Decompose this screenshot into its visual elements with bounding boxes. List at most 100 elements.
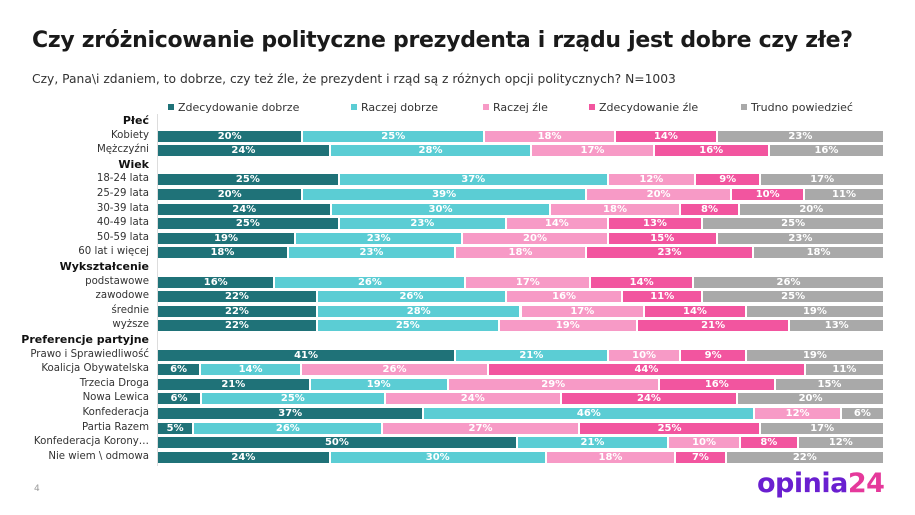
bar-segment: 6% — [158, 364, 200, 376]
data-label: 18% — [603, 203, 627, 215]
bar-segment: 21% — [456, 349, 607, 361]
category-label: 25-29 lata — [96, 188, 149, 199]
data-label: 10% — [692, 437, 716, 449]
bar-segment: 25% — [158, 218, 338, 230]
category-label: Trzecia Droga — [79, 377, 149, 389]
bar-segment: 17% — [466, 276, 590, 288]
data-label: 24% — [460, 393, 485, 405]
chart-subtitle: Czy, Pana\i zdaniem, to dobrze, czy też … — [32, 72, 676, 86]
data-label: 20% — [523, 232, 547, 244]
bar-segment: 18% — [456, 247, 585, 259]
data-label: 19% — [214, 232, 239, 244]
group-header: Wiek — [118, 157, 149, 171]
data-label: 14% — [544, 218, 569, 230]
bar-segment: 23% — [288, 247, 455, 259]
legend-swatch — [351, 104, 357, 110]
bar-segment: 24% — [158, 203, 331, 215]
bar-segment: 18% — [158, 247, 287, 259]
bar-segment: 16% — [769, 145, 883, 157]
category-label: 18-24 lata — [96, 173, 149, 185]
category-label: średnie — [111, 304, 149, 316]
bar-segment: 28% — [317, 305, 520, 317]
data-label: 22% — [225, 305, 249, 317]
bar-segment: 7% — [676, 451, 725, 463]
data-label: 26% — [357, 276, 382, 288]
bar-segment: 15% — [608, 232, 716, 244]
bar-segment: 14% — [591, 276, 693, 288]
bar-segment: 37% — [158, 408, 423, 419]
bar-segment: 18% — [754, 247, 883, 259]
data-label: 16% — [704, 378, 729, 390]
bar-segment: 27% — [383, 422, 578, 434]
data-label: 6% — [853, 408, 871, 419]
data-label: 10% — [632, 349, 657, 361]
data-label: 19% — [802, 349, 827, 361]
category-label: Konfederacja Korony… — [33, 436, 149, 448]
bar-segment: 14% — [616, 130, 716, 142]
data-label: 18% — [537, 130, 562, 142]
bar-segment: 44% — [489, 364, 804, 376]
data-label: 17% — [570, 305, 595, 317]
data-label: 23% — [657, 247, 682, 259]
bar-segment: 18% — [546, 451, 675, 463]
bar-segment: 25% — [703, 291, 883, 303]
bar-segment: 20% — [463, 232, 607, 244]
bar-segment: 16% — [158, 276, 274, 288]
data-label: 12% — [785, 408, 810, 419]
data-label: 41% — [294, 349, 318, 361]
data-label: 26% — [399, 291, 424, 303]
bar-segment: 11% — [805, 364, 883, 376]
legend-swatch — [741, 104, 747, 110]
legend-swatch — [168, 104, 174, 110]
group-header: Płeć — [122, 114, 149, 127]
category-label: zawodowe — [95, 290, 149, 302]
data-label: 50% — [324, 437, 349, 449]
bar-segment: 13% — [608, 218, 702, 230]
bar-segment: 8% — [681, 203, 738, 215]
category-label: Nowa Lewica — [82, 392, 149, 404]
data-label: 11% — [832, 189, 856, 200]
bar-segment: 26% — [194, 422, 382, 434]
bar-segment: 26% — [275, 276, 465, 288]
data-label: 18% — [598, 451, 623, 463]
data-label: 25% — [657, 422, 682, 434]
bar-segment: 26% — [694, 276, 883, 288]
bar-segment: 23% — [586, 247, 753, 259]
data-label: 18% — [806, 247, 831, 259]
legend-swatch — [483, 104, 489, 110]
bar-segment: 41% — [158, 349, 455, 361]
data-label: 23% — [366, 232, 391, 244]
bar-segment: 11% — [623, 291, 702, 303]
data-label: 37% — [278, 408, 303, 419]
category-label: 40-49 lata — [96, 217, 149, 229]
page-number: 4 — [34, 484, 40, 494]
data-label: 13% — [824, 320, 849, 332]
data-label: 23% — [788, 130, 813, 142]
data-label: 25% — [381, 130, 406, 142]
bar-segment: 19% — [310, 378, 447, 390]
data-label: 9% — [719, 174, 737, 186]
legend-label: Trudno powiedzieć — [751, 101, 853, 114]
bar-segment: 37% — [339, 174, 607, 186]
data-label: 14% — [682, 305, 707, 317]
data-label: 8% — [701, 203, 718, 215]
data-label: 25% — [235, 218, 260, 230]
bar-segment: 19% — [746, 305, 883, 317]
category-label: Partia Razem — [81, 421, 149, 433]
legend-item: Raczej źle — [483, 101, 548, 114]
bar-segment: 24% — [561, 393, 737, 405]
bar-segment: 25% — [158, 174, 338, 186]
category-label: Konfederacja — [82, 407, 149, 418]
data-label: 23% — [410, 218, 435, 230]
data-label: 20% — [217, 189, 242, 200]
bar-segment: 17% — [761, 174, 883, 186]
axis-line — [157, 114, 158, 466]
data-label: 21% — [519, 349, 544, 361]
bar-segment: 22% — [158, 320, 316, 332]
legend-swatch — [589, 104, 595, 110]
bar-segment: 22% — [158, 305, 316, 317]
data-label: 26% — [382, 364, 407, 376]
category-label: 30-39 lata — [96, 202, 149, 214]
data-label: 17% — [810, 174, 835, 186]
